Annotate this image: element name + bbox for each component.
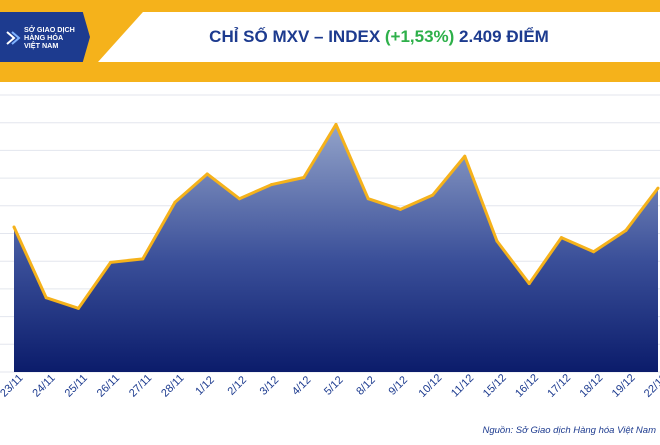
x-tick-label: 23/11 [0, 372, 26, 399]
x-tick-label: 1/12 [193, 374, 217, 398]
data-point [173, 200, 177, 204]
x-tick-label: 3/12 [258, 374, 282, 398]
x-tick-label: 5/12 [322, 374, 346, 398]
series-line [12, 122, 660, 310]
data-point [463, 154, 467, 158]
area-fill [14, 124, 658, 372]
data-point [366, 197, 370, 201]
data-point [141, 257, 145, 261]
x-tick-label: 10/12 [417, 372, 445, 400]
x-tick-label: 2/12 [225, 374, 249, 398]
data-point [592, 250, 596, 254]
data-point [76, 306, 80, 310]
x-tick-label: 19/12 [610, 372, 638, 400]
data-point [398, 207, 402, 211]
data-point [302, 175, 306, 179]
logo-line: SỞ GIAO DỊCH [24, 25, 75, 34]
data-point [559, 236, 563, 240]
x-tick-label: 9/12 [386, 374, 410, 398]
data-point [334, 122, 338, 126]
x-tick-label: 8/12 [354, 374, 378, 398]
x-tick-label: 28/11 [159, 372, 186, 399]
title-prefix: CHỈ SỐ MXV – INDEX [209, 27, 385, 46]
x-tick-label: 16/12 [513, 372, 541, 400]
header-band: SỞ GIAO DỊCH HÀNG HÓA VIỆT NAM CHỈ SỐ MX… [0, 0, 660, 82]
data-point [12, 225, 16, 229]
chart-area: 23/11 24/11 25/11 26/11 27/11 28/11 1/12 2/12 3/… [0, 82, 660, 440]
logo-chevron-icon [6, 31, 21, 45]
data-point [656, 186, 660, 190]
source-note: Nguồn: Sở Giao dịch Hàng hóa Việt Nam [482, 425, 656, 436]
data-point [527, 282, 531, 286]
logo: SỞ GIAO DỊCH HÀNG HÓA VIỆT NAM [0, 12, 90, 62]
title-suffix: 2.409 ĐIỂM [454, 27, 549, 46]
x-tick-label: 18/12 [578, 372, 606, 400]
x-tick-label: 17/12 [545, 372, 573, 400]
x-tick-label: 4/12 [290, 374, 314, 398]
area-polygon [14, 124, 658, 372]
logo-line: HÀNG HÓA [24, 33, 64, 43]
data-point [270, 183, 274, 187]
data-point [237, 197, 241, 201]
data-point [44, 296, 48, 300]
x-tick-label: 24/11 [30, 372, 57, 399]
x-tick-labels: 23/11 24/11 25/11 26/11 27/11 28/11 1/12 2/12 3/… [0, 372, 660, 400]
logo-text: SỞ GIAO DỊCH HÀNG HÓA VIỆT NAM [24, 25, 88, 51]
x-tick-label: 27/11 [127, 372, 154, 399]
x-tick-label: 22/12 [642, 372, 660, 400]
x-tick-label: 25/11 [63, 372, 90, 399]
page-title: CHỈ SỐ MXV – INDEX (+1,53%) 2.409 ĐIỂM [98, 12, 660, 62]
x-tick-label: 26/11 [95, 372, 122, 399]
data-point [205, 172, 209, 176]
mxv-index-chart: 23/11 24/11 25/11 26/11 27/11 28/11 1/12 2/12 3/… [0, 94, 660, 400]
data-point [495, 239, 499, 243]
logo-line: VIỆT NAM [24, 41, 59, 51]
data-point [109, 260, 113, 264]
data-point [624, 229, 628, 233]
x-tick-label: 11/12 [449, 372, 476, 399]
title-change: (+1,53%) [384, 27, 455, 46]
title-box: CHỈ SỐ MXV – INDEX (+1,53%) 2.409 ĐIỂM [98, 12, 660, 62]
x-tick-label: 15/12 [481, 372, 509, 400]
data-point [431, 193, 435, 197]
